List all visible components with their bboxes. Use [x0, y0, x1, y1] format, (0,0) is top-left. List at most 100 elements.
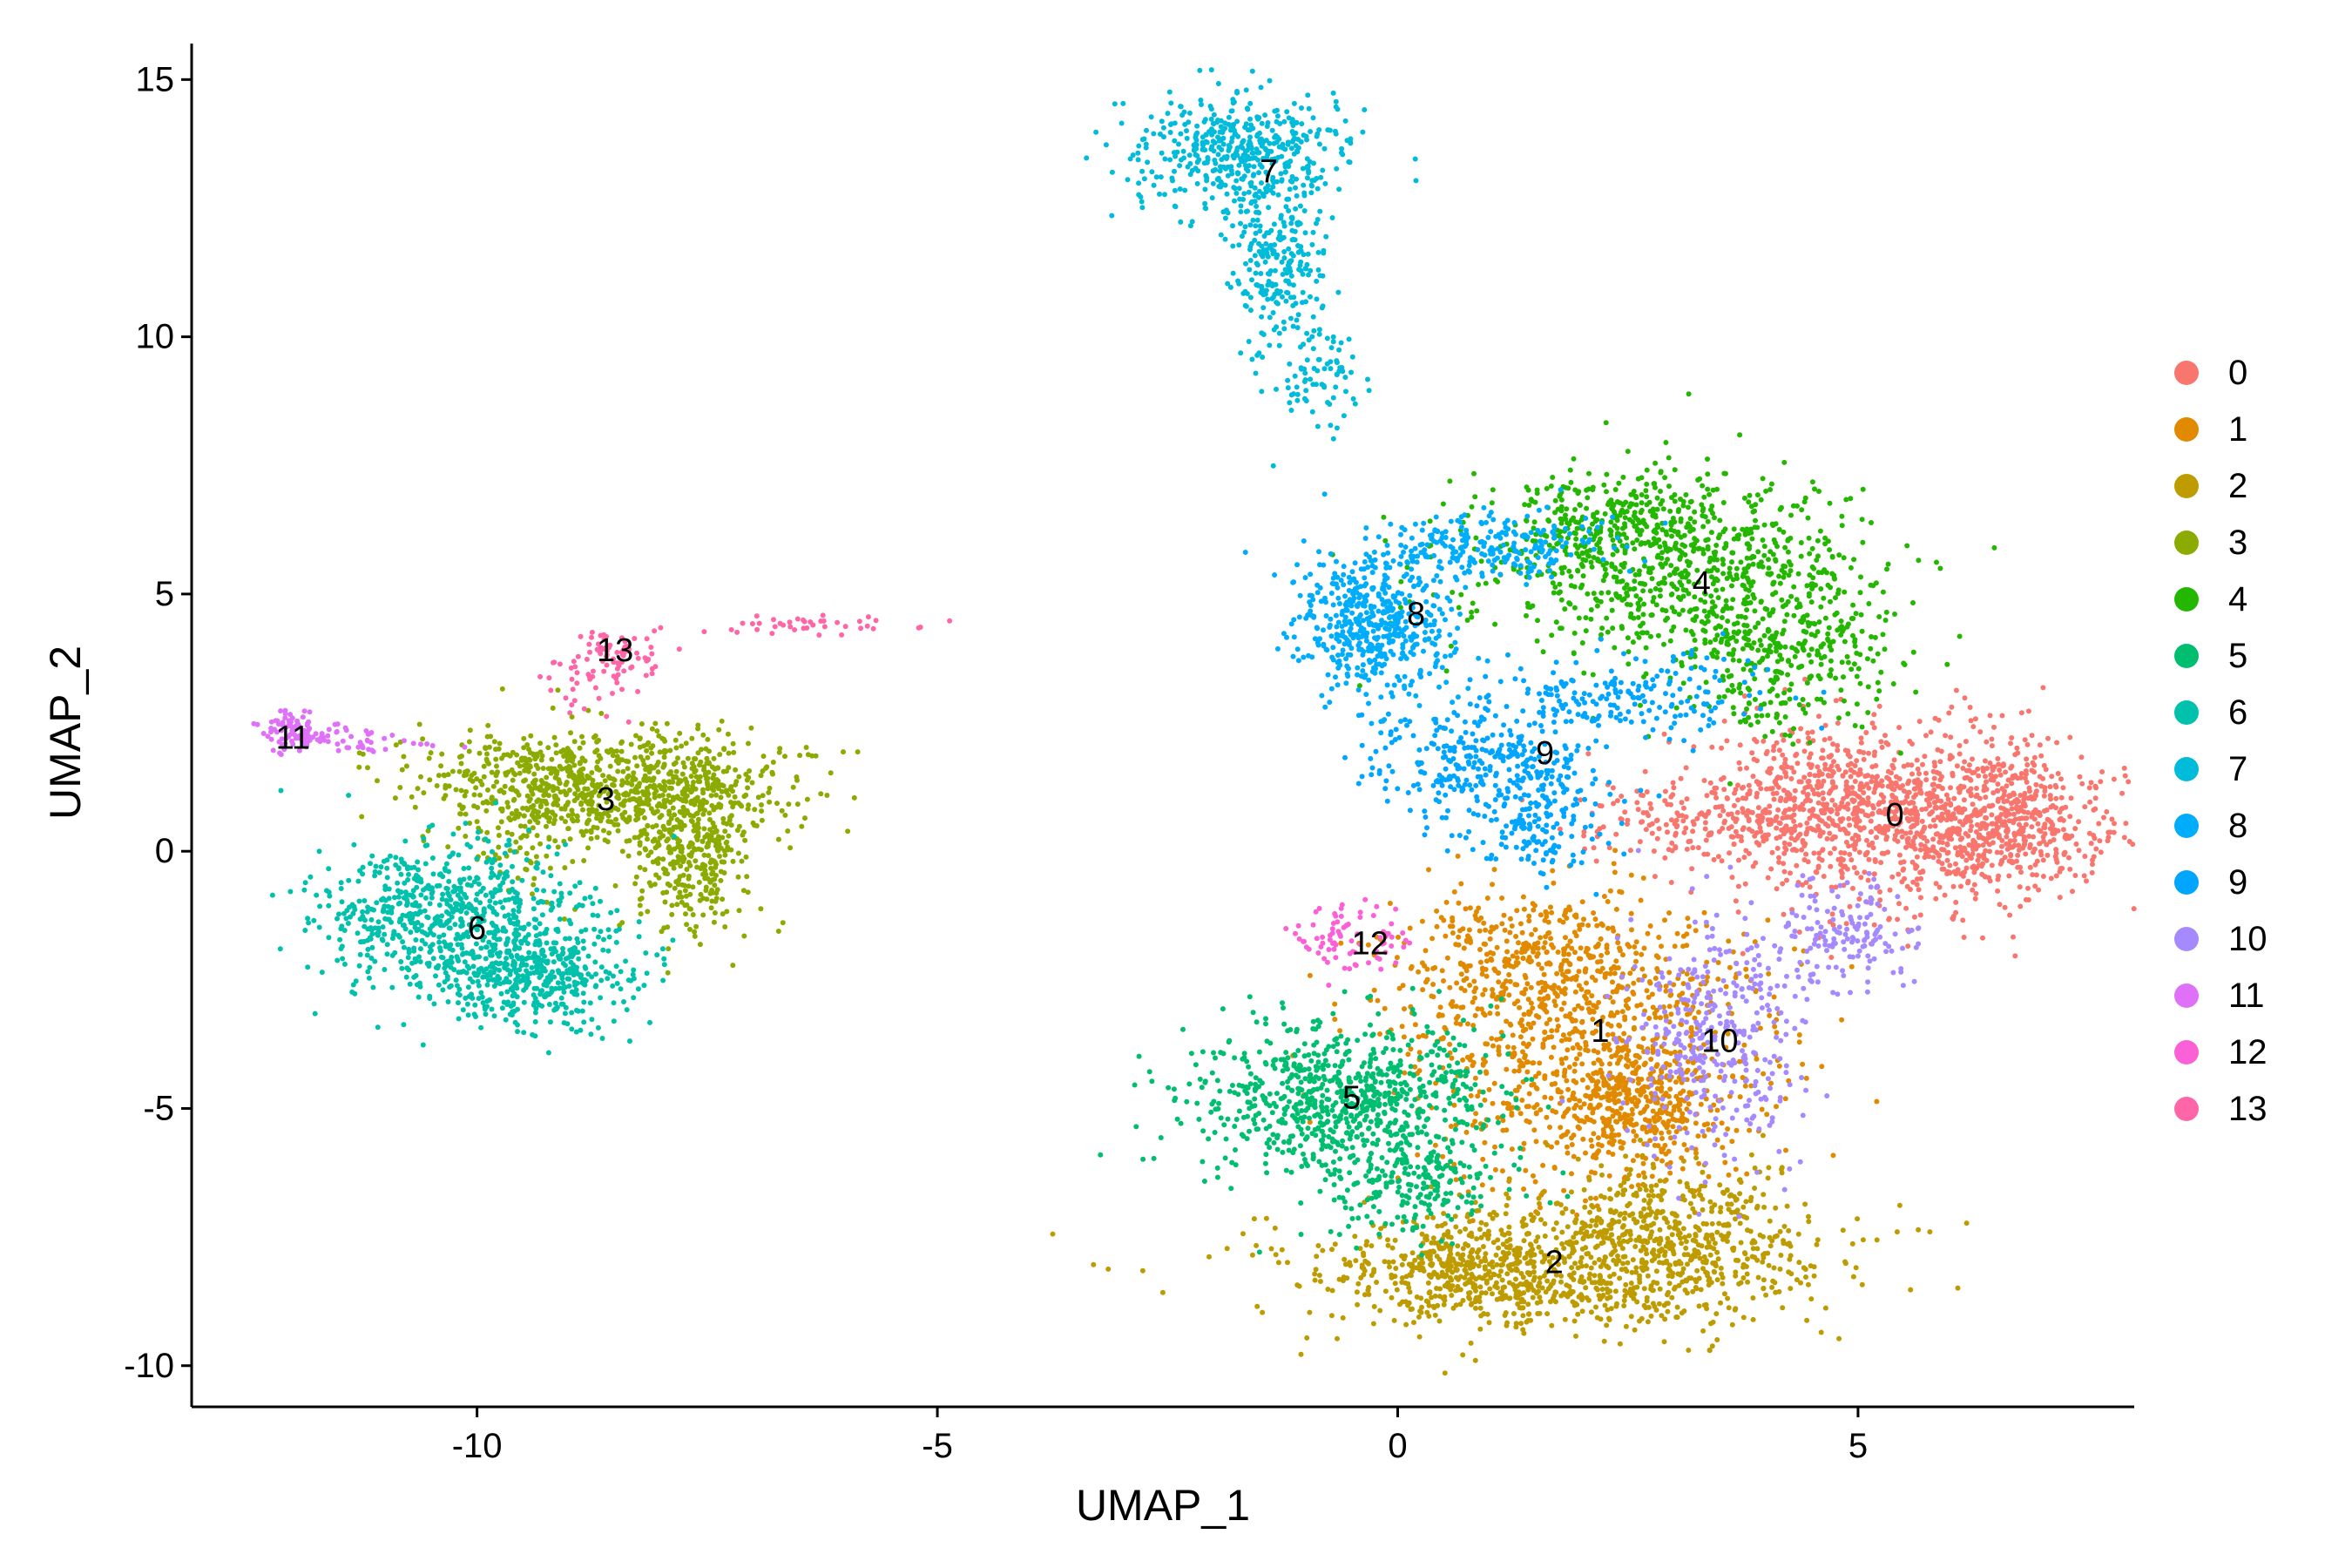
data-point — [1669, 1232, 1675, 1238]
data-point — [1312, 1277, 1318, 1283]
data-point — [1680, 818, 1686, 824]
data-point — [1868, 818, 1874, 824]
data-point — [1995, 756, 2001, 761]
data-point — [1623, 1281, 1629, 1288]
data-point — [1463, 1241, 1469, 1247]
data-point — [1577, 1118, 1583, 1124]
data-point — [2031, 769, 2037, 775]
data-point — [1516, 1068, 1522, 1074]
data-point — [2040, 685, 2046, 691]
data-point — [1528, 1317, 1534, 1323]
data-point — [1657, 1178, 1663, 1184]
data-point — [1865, 795, 1871, 801]
data-point — [1719, 745, 1725, 751]
data-point — [2049, 774, 2055, 780]
data-point — [1742, 1083, 1748, 1089]
data-point — [1556, 985, 1562, 990]
data-point — [1374, 1280, 1380, 1285]
data-point — [1484, 973, 1490, 979]
data-point — [1647, 801, 1653, 807]
data-point — [1630, 1070, 1636, 1076]
data-point — [1676, 1282, 1682, 1288]
data-point — [1891, 757, 1897, 763]
data-point — [1751, 756, 1757, 762]
data-point — [1565, 943, 1571, 949]
data-point — [1552, 990, 1558, 996]
data-point — [1873, 774, 1879, 781]
data-point — [1519, 1219, 1525, 1225]
data-point — [1901, 800, 1907, 806]
data-point — [2012, 833, 2017, 839]
data-point — [1409, 963, 1415, 970]
data-point — [760, 768, 766, 774]
data-point — [1587, 955, 1593, 961]
data-point — [1621, 1298, 1627, 1303]
data-point — [1669, 1294, 1675, 1301]
data-point — [1440, 1153, 1446, 1159]
data-point — [1833, 698, 1839, 704]
data-point — [1610, 999, 1616, 1005]
data-point — [1673, 1079, 1679, 1085]
data-point — [2027, 788, 2032, 794]
data-point — [1531, 907, 1537, 913]
data-point — [1950, 770, 1956, 776]
data-point — [393, 742, 399, 748]
data-point — [2041, 793, 2047, 799]
data-point — [1669, 848, 1675, 854]
data-point — [1939, 847, 1944, 852]
data-point — [1754, 1257, 1761, 1263]
data-point — [580, 740, 586, 746]
data-point — [1585, 1085, 1591, 1091]
data-point — [2014, 858, 2019, 864]
data-point — [1525, 997, 1531, 1003]
data-point — [1409, 1250, 1416, 1256]
data-point — [1864, 781, 1870, 787]
data-point — [2029, 796, 2035, 802]
data-point — [1619, 794, 1625, 799]
data-point — [1425, 1280, 1431, 1286]
data-point — [1400, 1299, 1405, 1305]
data-point — [2053, 873, 2059, 879]
data-point — [1407, 1289, 1413, 1295]
data-point — [1735, 883, 1741, 889]
data-point — [1754, 1203, 1761, 1209]
data-point — [1741, 1042, 1747, 1048]
data-point — [1588, 1195, 1593, 1201]
data-point — [1973, 890, 1979, 896]
data-point — [632, 754, 638, 760]
data-point — [2081, 873, 2087, 879]
data-point — [2092, 783, 2099, 789]
data-point — [1382, 1288, 1389, 1294]
data-point — [1296, 1283, 1302, 1289]
data-point — [1799, 847, 1805, 853]
data-point — [1903, 905, 1909, 911]
data-point — [1517, 1291, 1524, 1297]
data-point — [1667, 1086, 1673, 1092]
data-point — [1761, 1285, 1767, 1291]
data-point — [1766, 821, 1772, 828]
data-point — [1463, 1267, 1469, 1274]
data-point — [1984, 739, 1990, 745]
data-point — [2036, 887, 2042, 893]
data-point — [1737, 742, 1743, 748]
data-point — [1633, 1265, 1639, 1271]
data-point — [1364, 1260, 1370, 1266]
data-point — [1320, 1247, 1326, 1254]
data-point — [1449, 1293, 1455, 1298]
data-point — [1807, 815, 1813, 821]
data-point — [1659, 1085, 1665, 1091]
data-point — [2043, 767, 2049, 773]
data-point — [1775, 807, 1781, 813]
data-point — [1458, 1004, 1464, 1010]
data-point — [1580, 1225, 1586, 1231]
data-point — [1585, 751, 1592, 757]
data-point — [1671, 785, 1677, 791]
data-point — [1635, 1098, 1641, 1104]
data-point — [1683, 1245, 1689, 1251]
data-point — [1879, 744, 1885, 750]
data-point — [1472, 1357, 1478, 1363]
data-point — [1663, 821, 1669, 828]
data-point — [1780, 815, 1786, 821]
data-point — [1477, 959, 1484, 965]
data-point — [1832, 802, 1838, 808]
